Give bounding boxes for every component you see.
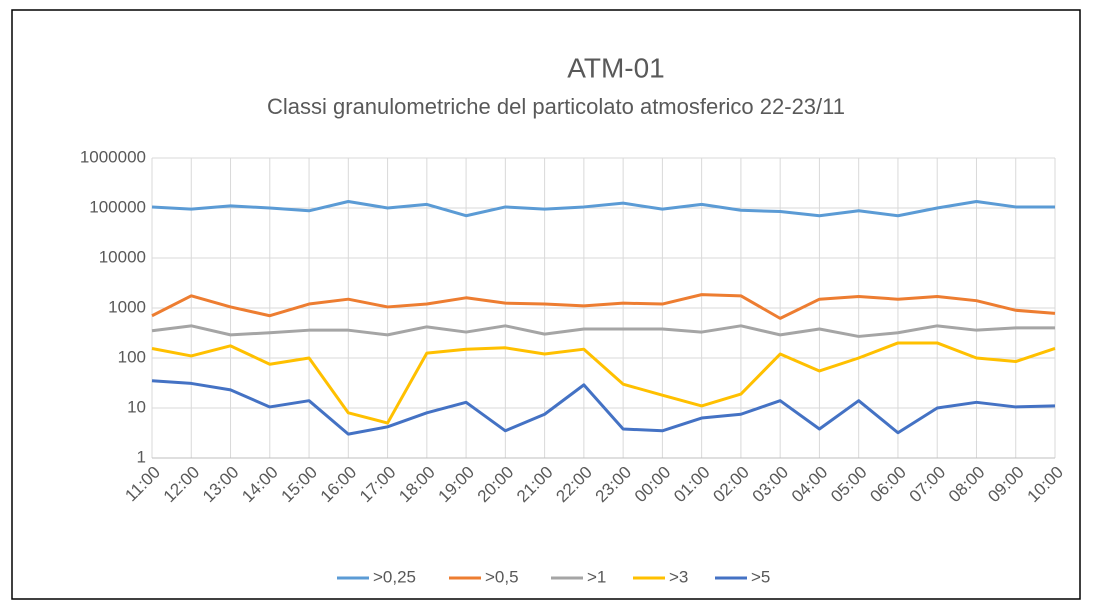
series-line — [151, 293, 1056, 320]
y-tick-label: 10000 — [99, 247, 146, 266]
series-line — [151, 324, 1055, 338]
legend-label: >0,5 — [485, 567, 519, 586]
y-tick-label: 1 — [137, 447, 146, 466]
chart-title: ATM-01 — [567, 52, 665, 83]
legend-label: >1 — [587, 567, 606, 586]
series-line — [151, 341, 1056, 425]
series-line — [151, 199, 1055, 218]
y-tick-label: 1000000 — [80, 147, 146, 166]
chart-subtitle: Classi granulometriche del particolato a… — [267, 94, 845, 119]
legend-label: >5 — [751, 567, 770, 586]
legend-label: >3 — [669, 567, 688, 586]
y-tick-label: 10 — [127, 397, 146, 416]
y-tick-label: 100000 — [89, 197, 146, 216]
y-tick-label: 1000 — [108, 297, 146, 316]
legend-label: >0,25 — [373, 567, 416, 586]
series-line — [151, 379, 1056, 436]
y-tick-label: 100 — [118, 347, 146, 366]
